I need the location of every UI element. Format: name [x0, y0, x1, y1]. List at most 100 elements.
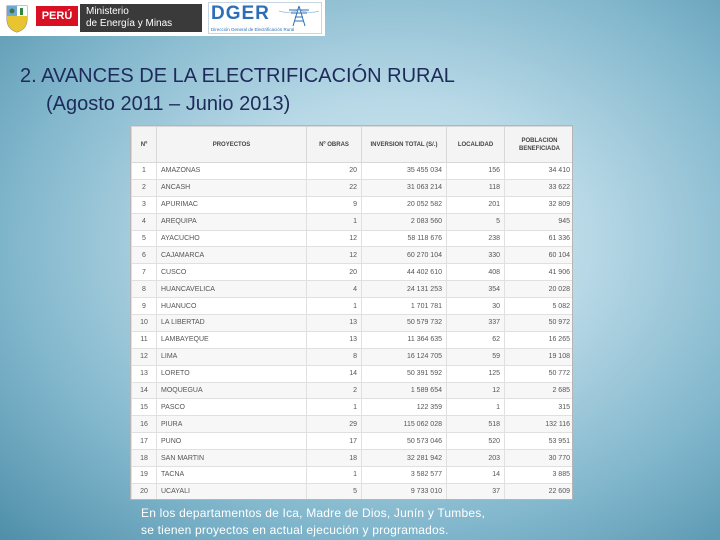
- table-cell: 18: [306, 449, 362, 468]
- table-cell: 238: [446, 229, 505, 248]
- table-row: 5 AYACUCHO 12 58 118 676 238 61 336: [131, 229, 572, 248]
- table-cell: 17: [131, 432, 157, 451]
- table-cell: 4: [131, 212, 157, 231]
- footnote-line-1: En los departamentos de Ica, Madre de Di…: [141, 506, 485, 520]
- table-cell: 6: [131, 246, 157, 265]
- table-cell: 50 972: [504, 314, 572, 332]
- table-cell: 945: [504, 212, 572, 231]
- table-cell: LORETO: [156, 364, 307, 383]
- table-cell: LAMBAYEQUE: [156, 330, 307, 349]
- table-cell: 58 118 676: [361, 229, 447, 248]
- table-cell: 33 622: [504, 178, 572, 197]
- table-cell: HUANUCO: [156, 297, 307, 316]
- title-line-1: 2. AVANCES DE LA ELECTRIFICACIÓN RURAL: [20, 65, 455, 87]
- title-line-2: (Agosto 2011 – Junio 2013): [46, 93, 291, 115]
- col-header-projects: PROYECTOS: [156, 126, 307, 163]
- table-cell: 20 052 582: [361, 195, 447, 214]
- table-row: 11 LAMBAYEQUE 13 11 364 635 62 16 265: [131, 330, 572, 349]
- table-cell: AMAZONAS: [156, 162, 307, 180]
- table-cell: 122 359: [361, 398, 447, 417]
- table-cell: 1: [306, 212, 362, 231]
- table-cell: 1 589 654: [361, 381, 447, 400]
- table-row: 17 PUNO 17 50 573 046 520 53 951: [131, 432, 572, 451]
- table-cell: 34 410: [504, 162, 572, 180]
- table-cell: UCAYALI: [156, 482, 307, 499]
- table-cell: 115 062 028: [361, 415, 447, 434]
- table-cell: 59: [446, 347, 505, 366]
- table-cell: 35 455 034: [361, 162, 447, 180]
- table-cell: 12: [306, 229, 362, 248]
- table-cell: 12: [131, 347, 157, 366]
- table-cell: ANCASH: [156, 178, 307, 197]
- table-row: 8 HUANCAVELICA 4 24 131 253 354 20 028: [131, 280, 572, 299]
- table-cell: 32 809: [504, 195, 572, 214]
- table-cell: HUANCAVELICA: [156, 280, 307, 299]
- table-cell: 31 063 214: [361, 178, 447, 197]
- table-row: 16 PIURA 29 115 062 028 518 132 116: [131, 415, 572, 434]
- table-row: 1 AMAZONAS 20 35 455 034 156 34 410: [131, 162, 572, 180]
- table-cell: PUNO: [156, 432, 307, 451]
- ministry-line-1: Ministerio: [86, 6, 129, 17]
- table-cell: 203: [446, 449, 505, 468]
- table-row: 7 CUSCO 20 44 402 610 408 41 906: [131, 263, 572, 282]
- table-cell: MOQUEGUA: [156, 381, 307, 400]
- table-cell: 1: [306, 398, 362, 417]
- table-cell: 17: [306, 432, 362, 451]
- table-row: 6 CAJAMARCA 12 60 270 104 330 60 104: [131, 246, 572, 265]
- table-cell: 125: [446, 364, 505, 383]
- ministry-label: Ministerio de Energía y Minas: [80, 4, 202, 32]
- projects-table: Nº PROYECTOS Nº OBRAS INVERSION TOTAL (S…: [130, 125, 573, 500]
- table-cell: 16 124 705: [361, 347, 447, 366]
- table-row: 19 TACNA 1 3 582 577 14 3 885: [131, 466, 572, 484]
- table-cell: 5 082: [504, 297, 572, 316]
- table-cell: 330: [446, 246, 505, 265]
- table-cell: 201: [446, 195, 505, 214]
- dger-logo: DGER Dirección General de Electrificació…: [208, 2, 322, 34]
- table-cell: 60 270 104: [361, 246, 447, 265]
- table-cell: 15: [131, 398, 157, 417]
- table-cell: APURIMAC: [156, 195, 307, 214]
- table-cell: 37: [446, 482, 505, 499]
- table-cell: 44 402 610: [361, 263, 447, 282]
- table-cell: 156: [446, 162, 505, 180]
- table-cell: 12: [306, 246, 362, 265]
- table-cell: 24 131 253: [361, 280, 447, 299]
- table-cell: 50 579 732: [361, 314, 447, 332]
- footnote: En los departamentos de Ica, Madre de Di…: [141, 505, 485, 539]
- table-row: 15 PASCO 1 122 359 1 315: [131, 398, 572, 417]
- table-cell: 3: [131, 195, 157, 214]
- table-cell: AREQUIPA: [156, 212, 307, 231]
- table-cell: 50 573 046: [361, 432, 447, 451]
- table-cell: 14: [446, 466, 505, 484]
- footnote-line-2: se tienen proyectos en actual ejecución …: [141, 523, 449, 537]
- table-cell: 118: [446, 178, 505, 197]
- table-cell: CUSCO: [156, 263, 307, 282]
- table-cell: 518: [446, 415, 505, 434]
- table-cell: 7: [131, 263, 157, 282]
- table-cell: LIMA: [156, 347, 307, 366]
- table-cell: 13: [306, 330, 362, 349]
- table-cell: 14: [131, 381, 157, 400]
- table-cell: 16 265: [504, 330, 572, 349]
- table-row: 12 LIMA 8 16 124 705 59 19 108: [131, 347, 572, 366]
- dger-subtitle: Dirección General de Electrificación Rur…: [211, 27, 295, 32]
- table-cell: 5: [446, 212, 505, 231]
- table-cell: 354: [446, 280, 505, 299]
- table-cell: SAN MARTIN: [156, 449, 307, 468]
- table-cell: 4: [306, 280, 362, 299]
- table-cell: 11: [131, 330, 157, 349]
- table-cell: 29: [306, 415, 362, 434]
- col-header-population: POBLACION BENEFICIADA: [504, 126, 572, 163]
- table-cell: 16: [131, 415, 157, 434]
- table-cell: 30: [446, 297, 505, 316]
- table-row: 2 ANCASH 22 31 063 214 118 33 622: [131, 178, 572, 197]
- table-row: 10 LA LIBERTAD 13 50 579 732 337 50 972: [131, 314, 572, 332]
- table-body: 1 AMAZONAS 20 35 455 034 156 34 410 2 ANCASH 22 3…: [131, 162, 572, 499]
- table-cell: 20: [306, 263, 362, 282]
- table-cell: 62: [446, 330, 505, 349]
- table-cell: 32 281 942: [361, 449, 447, 468]
- table-cell: 50 772: [504, 364, 572, 383]
- table-cell: 1 701 781: [361, 297, 447, 316]
- table-cell: 13: [131, 364, 157, 383]
- table-cell: 22: [306, 178, 362, 197]
